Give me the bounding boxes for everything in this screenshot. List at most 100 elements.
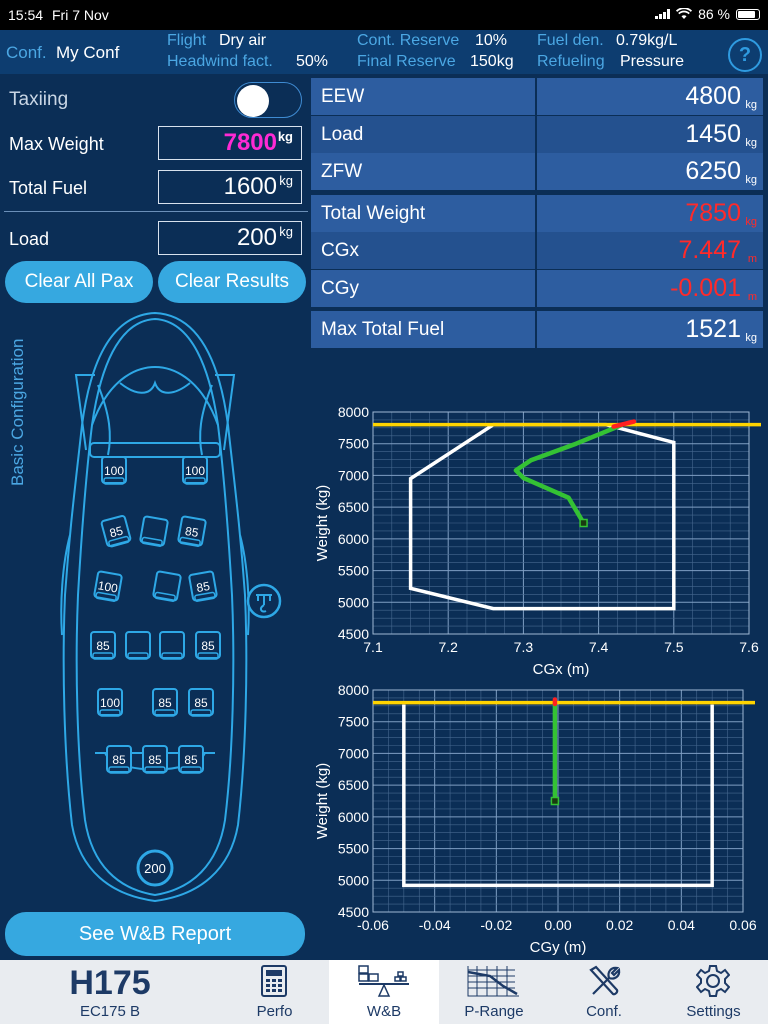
fuel-density-label: Fuel den. bbox=[537, 32, 604, 49]
taxiing-label: Taxiing bbox=[9, 89, 69, 110]
result-unit: m bbox=[747, 291, 757, 303]
y-tick-label: 8000 bbox=[338, 404, 369, 420]
seat[interactable]: 100 bbox=[97, 688, 123, 717]
cgy-weight-chart[interactable]: -0.06 -0.04 -0.02 0.00 0.02 0.04 0.06 4500 5000 5… bbox=[308, 680, 768, 958]
y-tick-label: 6500 bbox=[338, 777, 369, 793]
result-row-eew: EEW 4800 kg bbox=[311, 78, 763, 115]
tab-label: P-Range bbox=[464, 1003, 524, 1020]
conf-label: Conf. bbox=[6, 43, 47, 62]
y-tick-label: 6000 bbox=[338, 531, 369, 547]
seat[interactable] bbox=[152, 570, 182, 602]
tab-p-range[interactable]: P-Range bbox=[439, 960, 549, 1024]
cgx-weight-chart[interactable]: 7.1 7.2 7.3 7.4 7.5 7.6 4500 5000 5500 6000 6500 70… bbox=[308, 400, 768, 680]
tab-wb[interactable]: W&B bbox=[329, 960, 439, 1024]
seat[interactable]: 100 bbox=[101, 456, 127, 485]
result-name: ZFW bbox=[311, 153, 535, 190]
result-unit: kg bbox=[745, 332, 757, 344]
seat-load: 85 bbox=[96, 639, 110, 653]
seat[interactable] bbox=[159, 631, 185, 660]
load-unit: kg bbox=[279, 224, 293, 239]
y-tick-label: 6500 bbox=[338, 499, 369, 515]
battery-percent: 86 % bbox=[698, 6, 730, 22]
h175-logo-icon: H175 bbox=[69, 966, 150, 998]
plot-frame bbox=[372, 689, 744, 913]
max-weight-label: Max Weight bbox=[9, 134, 104, 154]
seat-load: 85 bbox=[148, 753, 162, 767]
plot-frame bbox=[372, 411, 750, 635]
y-tick-label: 4500 bbox=[338, 904, 369, 920]
seat-load: 100 bbox=[97, 578, 119, 595]
see-wb-report-button[interactable]: See W&B Report bbox=[5, 912, 305, 956]
seat-load: 85 bbox=[194, 696, 208, 710]
total-fuel-field[interactable]: 1600 kg bbox=[158, 170, 302, 204]
conf-value: My Conf bbox=[56, 43, 120, 62]
seat[interactable]: 85 bbox=[152, 688, 178, 717]
hoist-icon[interactable] bbox=[246, 583, 282, 619]
y-tick-label: 7000 bbox=[338, 745, 369, 761]
flight-label: Flight bbox=[167, 32, 207, 49]
x-tick-label: 0.04 bbox=[668, 917, 695, 933]
status-time: 15:54 bbox=[8, 7, 44, 23]
y-tick-label: 7500 bbox=[338, 714, 369, 730]
seat[interactable]: 100 bbox=[93, 570, 123, 602]
tools-icon bbox=[589, 965, 621, 996]
fuel-density-value: 0.79kg/L bbox=[616, 32, 678, 49]
seat[interactable]: 85 bbox=[106, 745, 132, 774]
seat[interactable]: 85 bbox=[188, 688, 214, 717]
result-name: CGy bbox=[311, 270, 535, 307]
headwind-label: Headwind fact. bbox=[167, 53, 273, 70]
tab-conf[interactable]: Conf. bbox=[549, 960, 659, 1024]
result-unit: kg bbox=[745, 99, 757, 111]
tab-settings[interactable]: Settings bbox=[659, 960, 768, 1024]
load-field[interactable]: 200 kg bbox=[158, 221, 302, 255]
seat[interactable] bbox=[125, 631, 151, 660]
cabin-layout-diagram[interactable]: 100 100 85 85 100 85 85 85 100 85 85 85 85 85 200 bbox=[0, 305, 310, 910]
result-unit: kg bbox=[745, 174, 757, 186]
result-value: 1450 bbox=[685, 120, 741, 148]
result-name: Load bbox=[311, 116, 535, 153]
clear-results-button[interactable]: Clear Results bbox=[158, 261, 306, 303]
result-value-cell: 1450 kg bbox=[537, 116, 763, 153]
total-fuel-value: 1600 bbox=[223, 173, 277, 200]
y-tick-label: 7500 bbox=[338, 436, 369, 452]
refueling-value: Pressure bbox=[620, 53, 685, 70]
load-label: Load bbox=[9, 229, 50, 249]
result-value-cell: 1521 kg bbox=[537, 311, 763, 348]
x-tick-label: 7.6 bbox=[739, 639, 759, 655]
y-axis-label: Weight (kg) bbox=[314, 763, 331, 839]
result-name: CGx bbox=[311, 232, 535, 269]
wifi-icon bbox=[676, 8, 693, 19]
cellular-signal-icon bbox=[655, 9, 671, 19]
seat[interactable]: 85 bbox=[188, 570, 218, 602]
tab-bar: H175 EC175 B Perfo W&B bbox=[0, 960, 768, 1024]
result-row-cgx: CGx 7.447 m bbox=[311, 232, 763, 269]
seat[interactable]: 85 bbox=[100, 515, 132, 548]
flight-value: Dry air bbox=[219, 32, 267, 49]
seat[interactable]: 85 bbox=[90, 631, 116, 660]
tab-aircraft[interactable]: H175 EC175 B bbox=[0, 960, 220, 1024]
seat-group[interactable]: 100 100 85 85 100 85 85 85 100 85 85 85 85 85 bbox=[90, 456, 221, 774]
p-range-chart-icon bbox=[467, 966, 519, 997]
seat[interactable]: 100 bbox=[182, 456, 208, 485]
x-tick-label: 0.02 bbox=[606, 917, 633, 933]
cargo-hold[interactable]: 200 bbox=[136, 849, 174, 887]
tab-perfo[interactable]: Perfo bbox=[220, 960, 329, 1024]
config-info-bar[interactable]: Conf. My Conf Flight Dry air Headwind fa… bbox=[0, 30, 768, 74]
seat[interactable]: 85 bbox=[195, 631, 221, 660]
taxiing-toggle[interactable] bbox=[234, 82, 302, 118]
clear-all-pax-button[interactable]: Clear All Pax bbox=[5, 261, 153, 303]
result-name: EEW bbox=[311, 78, 535, 115]
seat[interactable]: 85 bbox=[142, 745, 168, 774]
y-axis-label: Weight (kg) bbox=[314, 485, 331, 561]
tab-label: Settings bbox=[686, 1003, 741, 1020]
overweight-segment bbox=[611, 419, 637, 429]
help-button[interactable]: ? bbox=[728, 38, 762, 72]
seat-load: 100 bbox=[104, 464, 124, 478]
seat[interactable]: 85 bbox=[178, 745, 204, 774]
result-value: -0.001 bbox=[670, 274, 741, 302]
seat[interactable] bbox=[139, 515, 169, 547]
seat[interactable]: 85 bbox=[177, 515, 207, 547]
x-tick-label: 7.2 bbox=[438, 639, 458, 655]
max-weight-field[interactable]: 7800 kg bbox=[158, 126, 302, 160]
cont-reserve-value: 10% bbox=[475, 32, 508, 49]
